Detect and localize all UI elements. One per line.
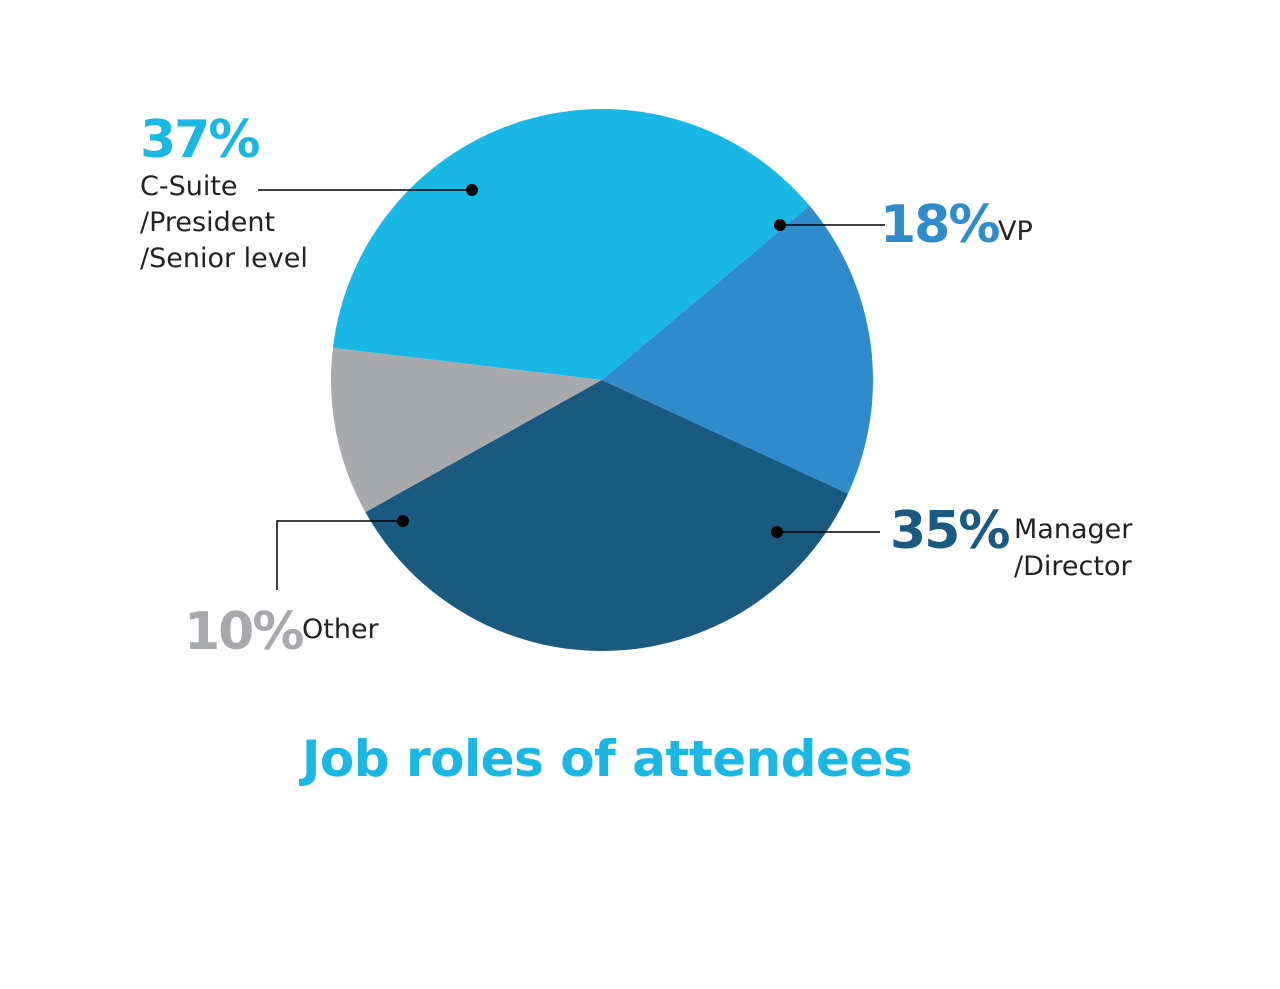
pie-slices (331, 108, 874, 651)
slice-percent-label: 37% (140, 110, 259, 170)
slice-category-label: /President (140, 207, 275, 238)
slice-category-label: /Director (1014, 551, 1132, 582)
leader-lines (258, 184, 885, 590)
slice-percent-label: 10% (184, 602, 303, 662)
slice-category-label: Manager (1014, 514, 1133, 545)
slice-labels: 37%C-Suite/President/Senior level 10% Othe… (140, 110, 1133, 662)
leader-dot (466, 184, 478, 196)
slice-category-label: Other (302, 614, 380, 645)
chart-title: Job roles of attendees (299, 730, 912, 788)
pie-slice-3 (365, 380, 849, 651)
slice-percent-label: 35% (890, 501, 1009, 561)
leader-line (276, 520, 403, 590)
pie-slice-1 (332, 108, 810, 380)
slice-category-label: C-Suite (140, 171, 238, 202)
slice-percent-label: 18% (880, 195, 999, 255)
pie-slice-4 (602, 205, 874, 494)
leader-dot (771, 526, 783, 538)
leader-dot (397, 515, 409, 527)
slice-category-label: VP (998, 216, 1033, 247)
pie-slice-2 (331, 347, 602, 513)
leader-dot (774, 219, 786, 231)
slice-category-label: /Senior level (140, 243, 308, 274)
